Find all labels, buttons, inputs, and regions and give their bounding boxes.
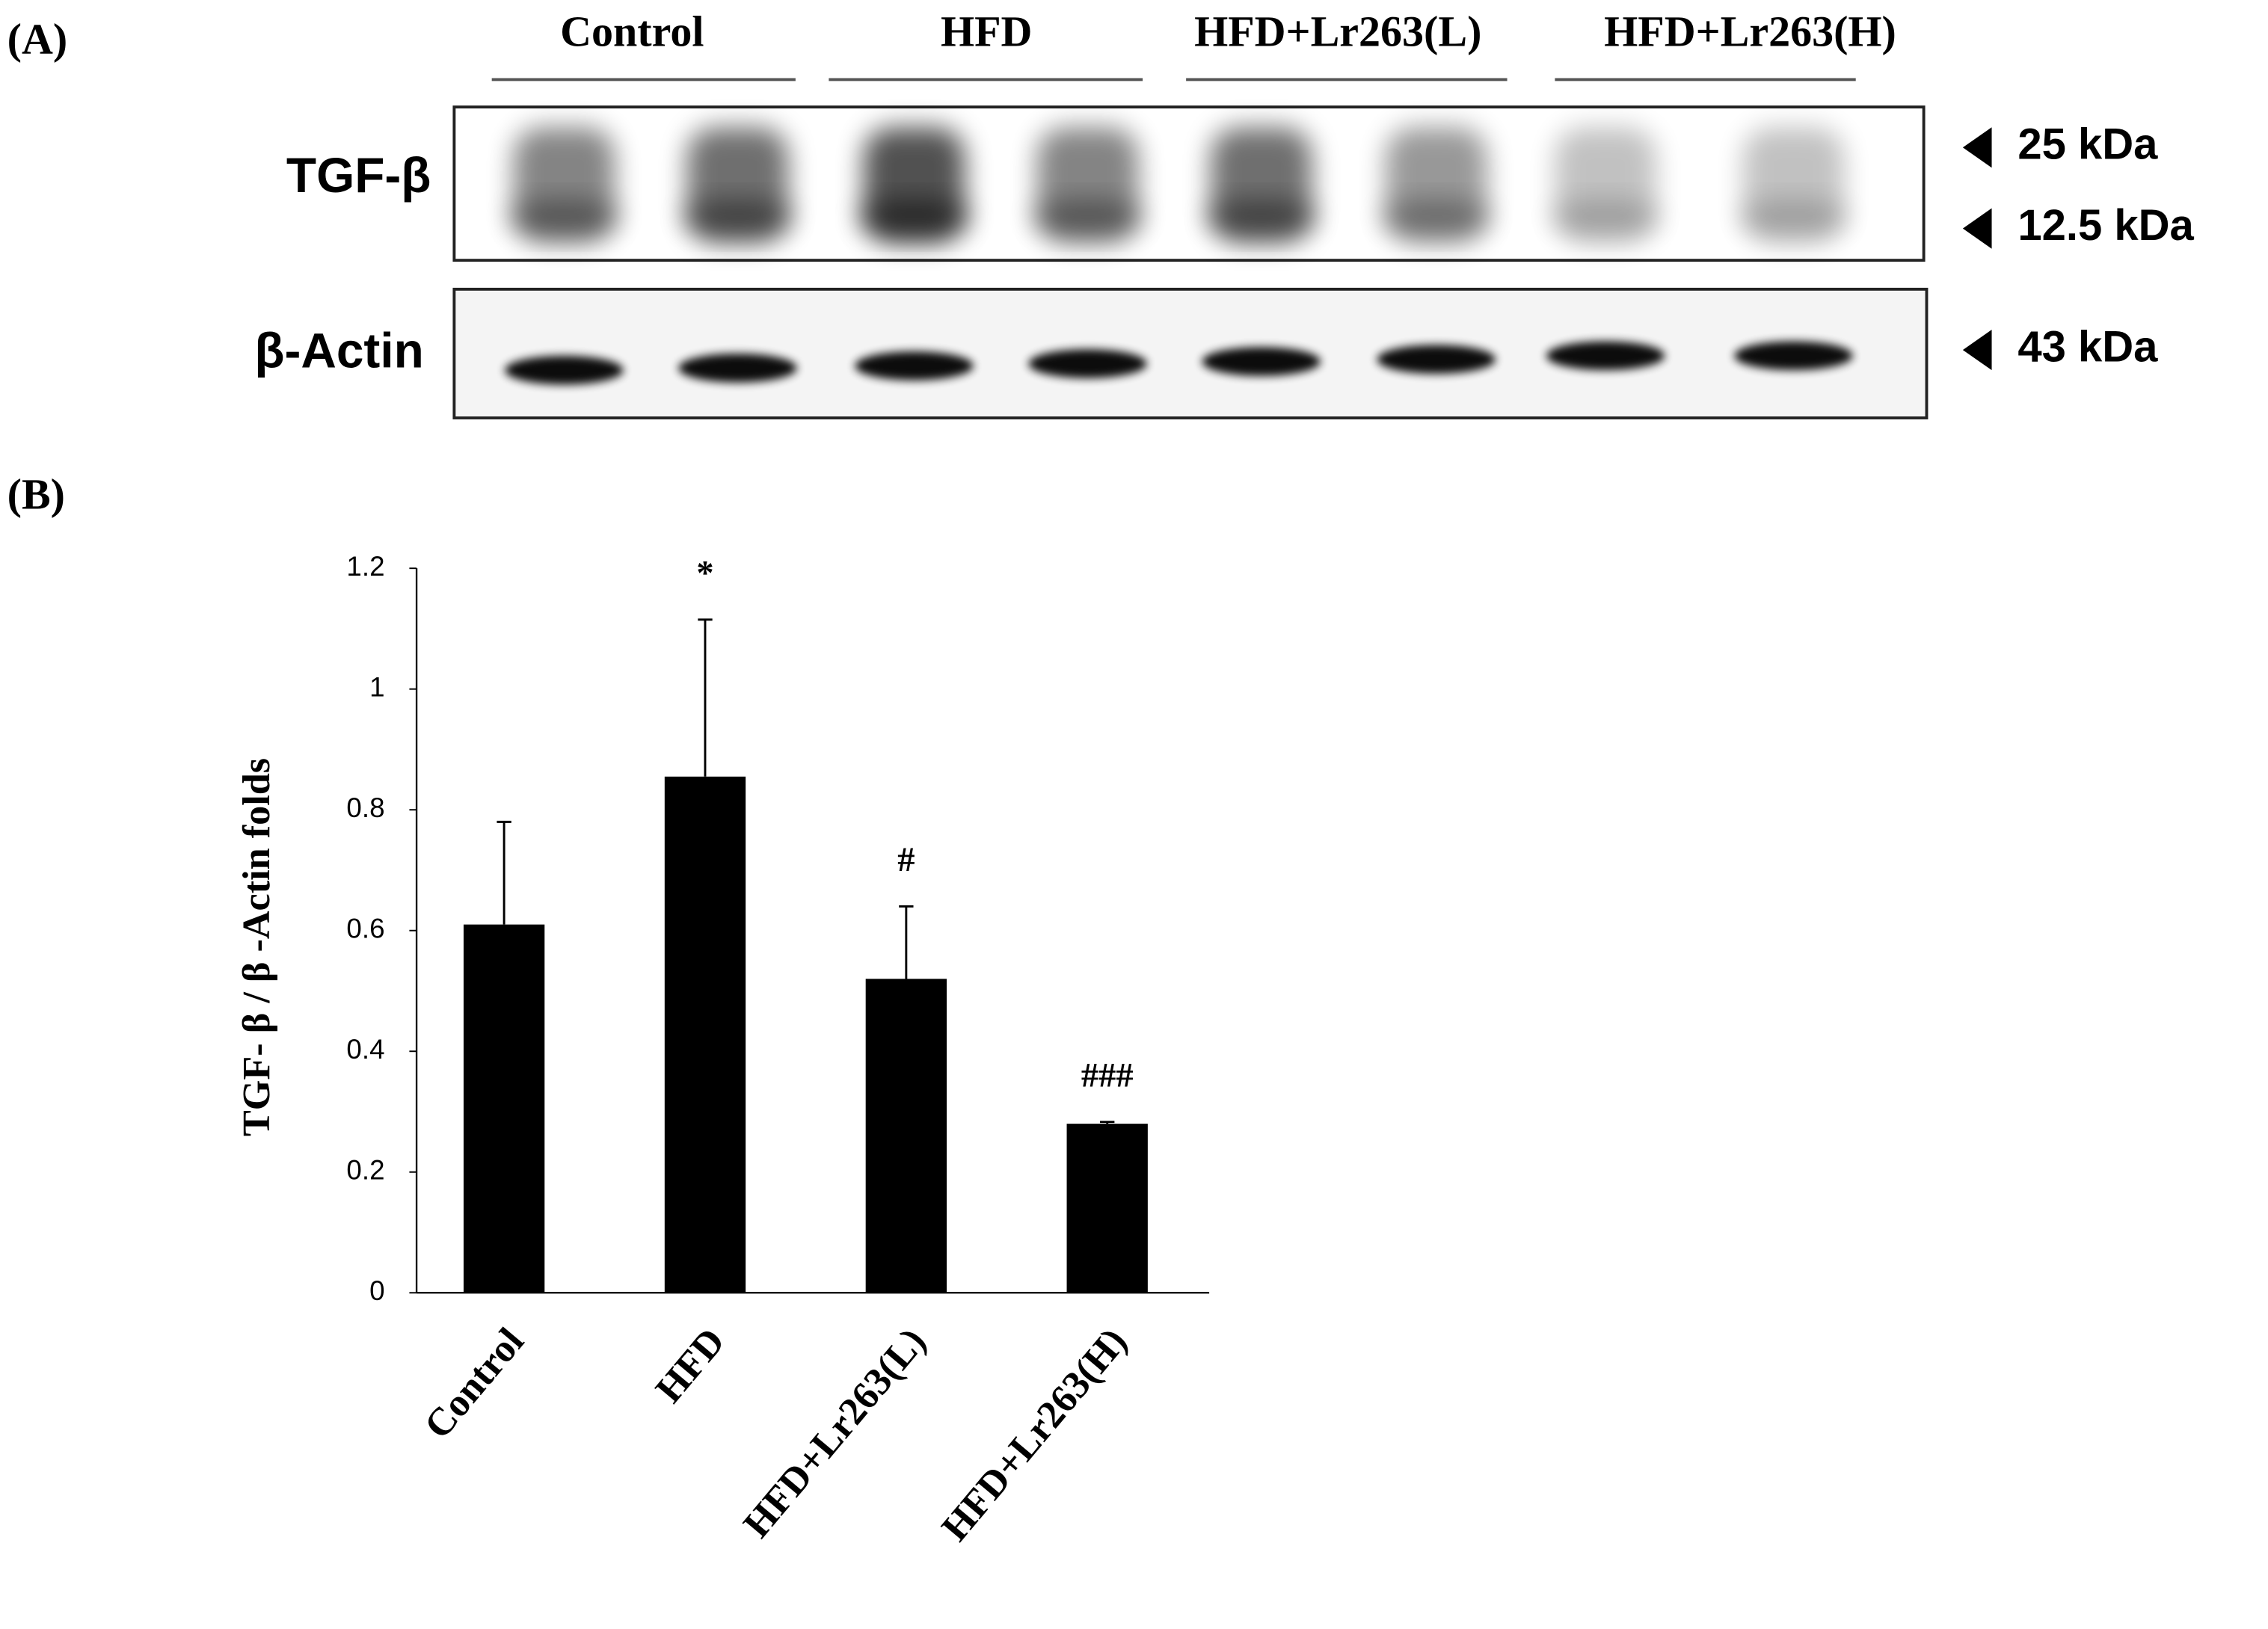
blot-frame (452, 105, 1926, 262)
group-label: Control (560, 7, 704, 56)
y-tick-label: 0.4 (346, 1034, 384, 1065)
row-label: TGF-β (286, 147, 431, 203)
protein-band (1381, 199, 1492, 235)
bar (463, 924, 545, 1293)
protein-band (682, 199, 793, 235)
bar (1066, 1124, 1148, 1293)
row-label: β-Actin (254, 322, 423, 378)
actin-band (1028, 349, 1147, 378)
bar (664, 776, 746, 1293)
marker-arrow (1962, 127, 1992, 168)
protein-band (1739, 199, 1849, 235)
protein-band (1206, 199, 1317, 235)
protein-band (1033, 199, 1143, 235)
y-tick-label: 1 (369, 671, 384, 702)
blot-frame (452, 287, 1929, 419)
y-tick-label: 0.8 (346, 792, 384, 823)
error-bar (497, 820, 511, 925)
error-bar (899, 905, 914, 979)
protein-band (508, 199, 619, 235)
marker-label: 25 kDa (2017, 120, 2158, 169)
protein-band (1550, 199, 1661, 235)
protein-band (858, 199, 969, 235)
y-axis-label: TGF- β / β -Actin folds (235, 758, 278, 1136)
western-blot (452, 105, 1929, 419)
marker-arrow (1962, 208, 1992, 249)
group-label: HFD+Lr263(H) (1604, 7, 1896, 56)
group-label: HFD (941, 7, 1032, 56)
y-tick-label: 0.2 (346, 1154, 384, 1185)
marker-label: 12.5 kDa (2017, 201, 2194, 250)
significance-label: * (696, 554, 713, 592)
actin-band (855, 351, 974, 381)
significance-label: # (897, 841, 915, 879)
panel-label: (B) (7, 470, 65, 519)
panel-label: (A) (7, 14, 68, 63)
marker-label: 43 kDa (2017, 322, 2158, 371)
actin-band (1734, 341, 1853, 371)
error-bar (1100, 1121, 1115, 1124)
significance-label: ### (1081, 1056, 1134, 1094)
actin-band (1377, 345, 1496, 375)
marker-arrow (1962, 330, 1992, 371)
actin-band (678, 353, 797, 383)
actin-band (1546, 341, 1665, 371)
y-tick-label: 1.2 (346, 551, 384, 582)
actin-band (505, 355, 624, 385)
error-bar (698, 618, 713, 777)
bar (865, 979, 947, 1293)
y-tick-label: 0.6 (346, 913, 384, 943)
group-label: HFD+Lr263(L) (1194, 7, 1481, 56)
actin-band (1202, 347, 1321, 376)
y-tick-label: 0 (369, 1275, 384, 1306)
